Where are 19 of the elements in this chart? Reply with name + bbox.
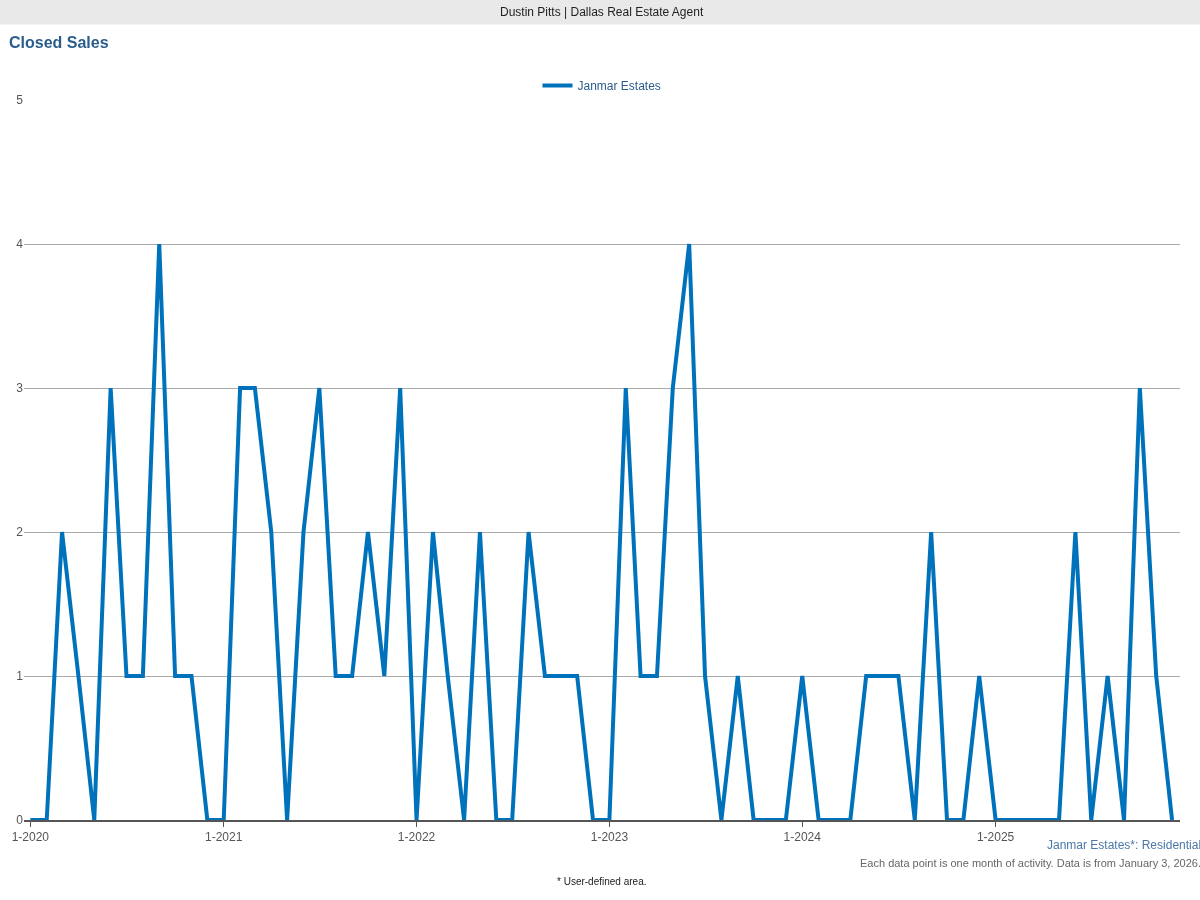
x-tick-label: 1-2025 bbox=[976, 830, 1015, 845]
y-tick-label: 2 bbox=[16, 525, 24, 540]
y-tick-label: 3 bbox=[16, 381, 24, 396]
x-tick-label: 1-2023 bbox=[590, 830, 629, 845]
y-tick-label: 4 bbox=[16, 237, 24, 252]
x-tick-label: 1-2024 bbox=[783, 830, 822, 845]
text: Each data point is one month of activity. Data is from January 3, 2026. bbox=[860, 857, 1200, 869]
chart-title: Dustin Pitts | Dallas Real Estate Agent bbox=[500, 5, 704, 19]
x-tick-label: 1-2021 bbox=[205, 830, 243, 845]
y-tick-label: 0 bbox=[16, 813, 24, 828]
text: Janmar Estates*: Residential bbox=[1047, 838, 1200, 852]
x-tick-label: 1-2022 bbox=[397, 830, 436, 845]
y-tick-label: 1 bbox=[16, 669, 24, 684]
chart-subtitle: Closed Sales bbox=[9, 34, 109, 51]
line-series bbox=[28, 242, 1175, 820]
y-tick-label: 5 bbox=[16, 93, 24, 108]
x-tick-label: 1-2020 bbox=[11, 830, 50, 845]
text: * User-defined area. bbox=[557, 876, 647, 887]
legend-label: Janmar Estates bbox=[577, 79, 661, 94]
